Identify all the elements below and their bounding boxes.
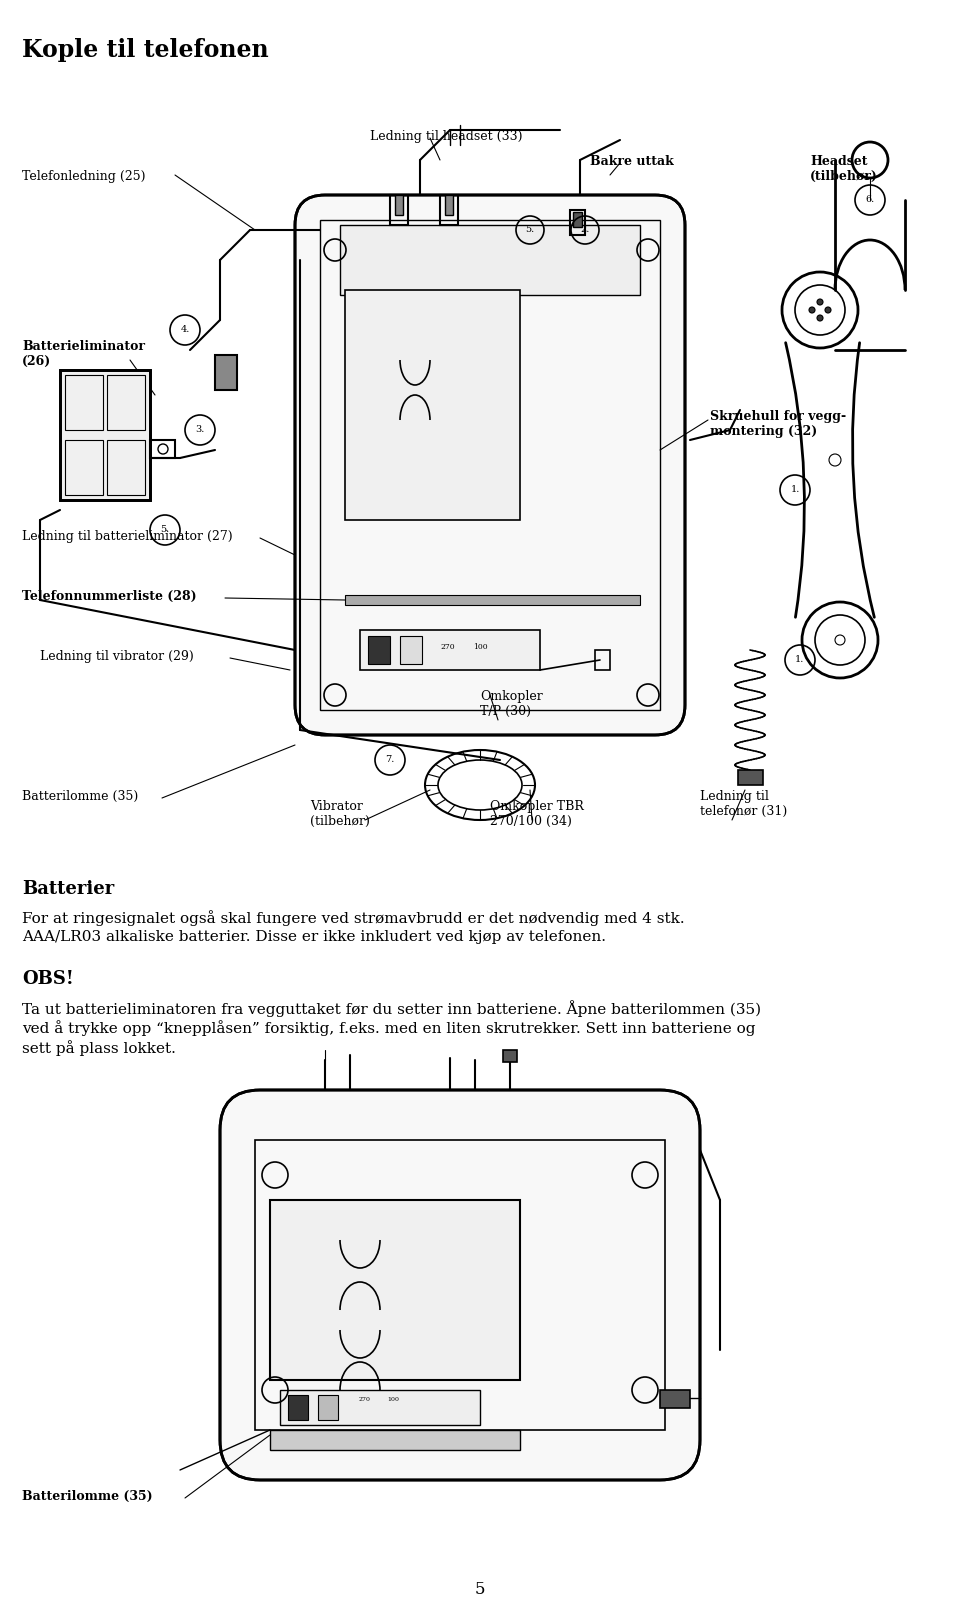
Bar — [503, 1050, 517, 1062]
Text: For at ringesignalet også skal fungere ved strømavbrudd er det nødvendig med 4 s: For at ringesignalet også skal fungere v… — [22, 910, 684, 926]
Text: T: T — [296, 1403, 300, 1411]
Bar — [60, 370, 150, 499]
Text: Ledning til batterieliminator (27): Ledning til batterieliminator (27) — [22, 530, 232, 543]
Text: OBS!: OBS! — [22, 970, 74, 987]
Bar — [360, 630, 540, 671]
Bar — [440, 196, 458, 225]
Text: Batterier: Batterier — [22, 881, 114, 898]
Text: Ledning til vibrator (29): Ledning til vibrator (29) — [40, 650, 194, 663]
Text: 1.: 1. — [790, 485, 800, 494]
Text: Omkopler TBR
270/100 (34): Omkopler TBR 270/100 (34) — [490, 800, 584, 827]
Bar — [270, 1430, 520, 1450]
Bar — [595, 650, 610, 671]
Text: 5.: 5. — [525, 226, 535, 234]
Text: 3.: 3. — [195, 425, 204, 435]
Bar — [60, 370, 150, 499]
Bar — [215, 356, 237, 389]
Bar — [150, 440, 175, 457]
Circle shape — [817, 315, 823, 322]
Bar — [390, 196, 408, 225]
Bar — [400, 637, 422, 664]
Text: P: P — [325, 1403, 330, 1411]
Bar — [340, 225, 640, 296]
Bar — [65, 375, 103, 430]
Text: Ledning til headset (33): Ledning til headset (33) — [370, 129, 522, 142]
Bar — [65, 440, 103, 494]
Bar — [270, 1201, 520, 1380]
Text: AAA/LR03 alkaliske batterier. Disse er ikke inkludert ved kjøp av telefonen.: AAA/LR03 alkaliske batterier. Disse er i… — [22, 929, 606, 944]
Text: P: P — [408, 646, 414, 654]
Bar — [288, 1395, 308, 1420]
Text: 270: 270 — [441, 643, 455, 651]
Bar — [345, 289, 520, 520]
Text: 5: 5 — [475, 1582, 485, 1598]
Bar — [107, 375, 145, 430]
Text: 100: 100 — [387, 1396, 399, 1403]
Text: 6.: 6. — [865, 196, 875, 205]
Text: Ta ut batterieliminatoren fra vegguttaket før du setter inn batteriene. Åpne bat: Ta ut batterieliminatoren fra vegguttake… — [22, 1000, 761, 1016]
FancyBboxPatch shape — [220, 1091, 700, 1480]
Text: 5.: 5. — [160, 525, 170, 535]
Bar — [107, 440, 145, 494]
Circle shape — [825, 307, 831, 314]
Text: Kople til telefonen: Kople til telefonen — [22, 39, 269, 61]
Text: Batterilomme (35): Batterilomme (35) — [22, 1490, 153, 1503]
Text: Batterilomme (35): Batterilomme (35) — [22, 790, 138, 803]
Text: ved å trykke opp “knepplåsen” forsiktig, f.eks. med en liten skrutrekker. Sett i: ved å trykke opp “knepplåsen” forsiktig,… — [22, 1020, 756, 1036]
FancyBboxPatch shape — [295, 196, 685, 735]
Text: Skruehull for vegg-
montering (32): Skruehull for vegg- montering (32) — [710, 410, 846, 438]
Text: sett på plass lokket.: sett på plass lokket. — [22, 1041, 176, 1055]
Text: 270: 270 — [359, 1396, 371, 1403]
Bar — [280, 1390, 480, 1425]
Text: 1.: 1. — [795, 656, 804, 664]
Text: Omkopler
T/P (30): Omkopler T/P (30) — [480, 690, 542, 718]
Bar — [320, 220, 660, 709]
Circle shape — [809, 307, 815, 314]
Bar — [345, 595, 640, 604]
Bar — [255, 1139, 665, 1430]
Text: Batterieliminator
(26): Batterieliminator (26) — [22, 339, 145, 368]
Bar — [570, 210, 585, 234]
Bar — [660, 1390, 690, 1408]
Text: Bakre uttak: Bakre uttak — [590, 155, 674, 168]
Text: Telefonnummerliste (28): Telefonnummerliste (28) — [22, 590, 197, 603]
Bar — [318, 1395, 338, 1420]
Bar — [368, 637, 390, 664]
Text: Ledning til
telefonør (31): Ledning til telefonør (31) — [700, 790, 787, 818]
Text: 2.: 2. — [580, 226, 589, 234]
Bar — [395, 196, 403, 215]
Text: Telefonledning (25): Telefonledning (25) — [22, 170, 146, 183]
Text: 4.: 4. — [180, 325, 190, 335]
Text: 100: 100 — [472, 643, 488, 651]
Circle shape — [817, 299, 823, 305]
Text: Vibrator
(tilbehør): Vibrator (tilbehør) — [310, 800, 370, 827]
Bar — [445, 196, 453, 215]
Bar — [573, 212, 582, 226]
Text: Headset
(tilbehør): Headset (tilbehør) — [810, 155, 877, 183]
Text: 7.: 7. — [385, 756, 395, 764]
Text: T: T — [376, 646, 382, 654]
Bar — [738, 769, 763, 785]
